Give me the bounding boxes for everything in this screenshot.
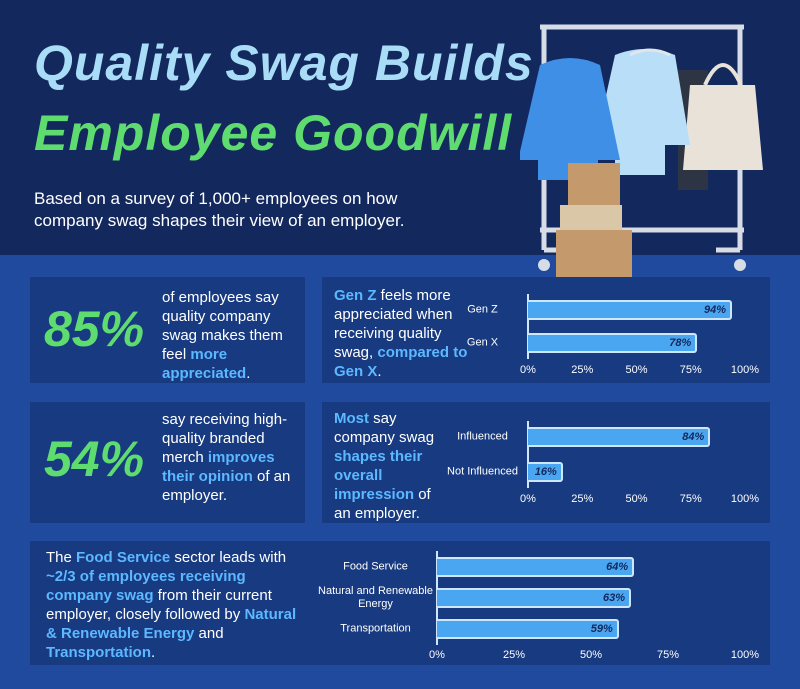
highlight-text: ~2/3 of employees receiving company swag [46,568,246,604]
x-tick-label: 25% [571,364,594,376]
body-text: say receiving high-quality branded merch [162,411,288,466]
value-label: 64% [606,561,629,573]
highlight-text: Food Service [76,549,171,566]
highlight-text: Most [334,410,369,427]
subtitle: Based on a survey of 1,000+ employees on… [34,189,405,230]
body-text: of an employer. [334,486,431,522]
x-tick-label: 75% [679,493,702,505]
title: Employee Goodwill [34,105,513,161]
category-label: Food Service [343,560,408,573]
bar [528,333,698,353]
x-tick-label: 0% [429,649,445,661]
x-tick-label: 100% [730,493,760,505]
stat-panel [30,402,305,523]
category-label: Gen X [466,336,499,349]
title: Quality Swag Builds [34,35,534,91]
body-text: The [46,549,77,566]
x-tick-label: 50% [579,649,603,661]
axis-line [527,294,529,359]
text-block: of employees say quality company swag ma… [162,288,292,383]
bar [437,588,632,608]
stat-figure: 85% [44,301,145,357]
highlight-text: Gen Z [334,287,377,304]
text-block: say receiving high-quality branded merch… [162,410,292,505]
body-text: sector leads with [170,549,287,566]
bar [437,557,635,577]
x-tick-label: 75% [656,649,680,661]
text-block: Most say company swag shapes their overa… [334,409,444,523]
value-label: 94% [703,304,726,316]
value-label: 78% [669,337,692,349]
bar [528,427,711,447]
text-block: The Food Service sector leads with ~2/3 … [46,548,301,662]
x-tick-label: 25% [502,649,526,661]
highlight-text: Natural & Renewable Energy [46,606,297,642]
value-label: 59% [590,623,613,635]
x-tick-label: 0% [520,364,536,376]
category-label: Not Influenced [447,465,518,478]
category-label: Influenced [457,430,508,443]
body-text: . [246,365,251,382]
bar [528,300,732,320]
x-tick-label: 75% [679,364,702,376]
highlight-text: more appreciated [162,346,247,382]
value-label: 16% [534,466,557,478]
body-text: . [151,644,156,661]
x-tick-label: 25% [571,493,594,505]
body-text: . [377,363,382,380]
value-label: 84% [682,431,705,443]
text-block: Gen Z feels more appreciated when receiv… [334,286,474,381]
bar [528,462,563,482]
x-tick-label: 100% [730,649,760,661]
stat-panel [30,277,305,383]
highlight-text: Transportation [46,644,152,661]
body-text: feels more appreciated when receiving qu… [334,287,453,361]
clothes-rack-illustration [520,24,763,278]
category-label: Gen Z [467,303,498,316]
body-text: and [194,625,224,642]
x-tick-label: 0% [520,493,536,505]
body-text: of an employer. [162,468,291,504]
highlight-text: improves their opinion [162,449,275,485]
axis-line [527,421,529,488]
category-label: Natural and Renewable Energy [318,585,433,610]
body-text: of employees say quality company swag ma… [162,289,283,363]
chart-panel [30,541,770,665]
body-text: from their current employer, closely fol… [46,587,272,623]
value-label: 63% [603,592,626,604]
highlight-text: compared to Gen X [334,344,468,380]
stat-figure: 54% [44,431,145,487]
chart-panel [322,277,770,383]
x-tick-label: 100% [730,364,760,376]
category-label: Transportation [340,622,411,635]
x-tick-label: 50% [625,364,648,376]
highlight-text: shapes their overall impression [334,448,423,503]
body-text: say company swag [334,410,435,446]
x-tick-label: 50% [625,493,648,505]
bar [437,619,619,639]
